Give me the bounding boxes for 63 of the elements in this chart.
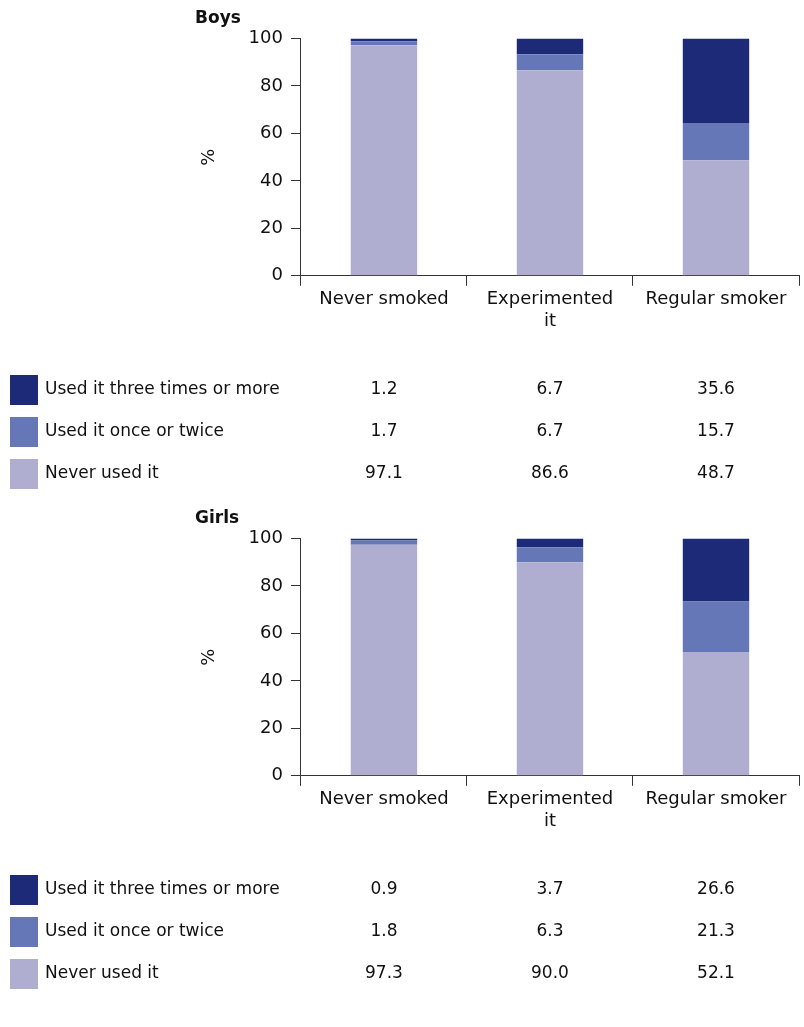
data-label: 3.7 xyxy=(536,878,564,899)
bar xyxy=(516,538,584,548)
data-label: 35.6 xyxy=(697,378,735,399)
legend-label: Used it once or twice xyxy=(45,920,225,941)
data-label: 97.3 xyxy=(365,962,403,983)
legend-label: Used it three times or more xyxy=(45,878,280,899)
data-label: 0.9 xyxy=(370,878,398,899)
y-tick-label: 40 xyxy=(260,668,283,690)
data-label: 1.8 xyxy=(370,920,398,941)
data-label: 90.0 xyxy=(531,962,569,983)
y-tick-label: 100 xyxy=(248,526,283,548)
x-tick-label: Regular smoker xyxy=(645,787,788,809)
y-axis-title: % xyxy=(197,148,219,166)
bar xyxy=(682,601,750,653)
legend-label: Never used it xyxy=(45,462,160,483)
bar xyxy=(516,54,584,71)
x-tick-label: Experimented it xyxy=(486,787,614,830)
bar xyxy=(682,38,750,123)
data-label: 86.6 xyxy=(531,462,569,483)
data-label: 6.7 xyxy=(536,420,564,441)
x-tick-label: Regular smoker xyxy=(645,287,788,309)
data-label: 6.7 xyxy=(536,378,564,399)
legend-label: Used it once or twice xyxy=(45,420,225,441)
bar xyxy=(350,45,418,276)
bar xyxy=(682,652,750,776)
data-label: 26.6 xyxy=(697,878,735,899)
bar xyxy=(350,540,418,545)
data-label: 48.7 xyxy=(697,462,735,483)
data-label: 97.1 xyxy=(365,462,403,483)
y-axis-title: % xyxy=(197,648,219,666)
legend-label: Used it three times or more xyxy=(45,378,280,399)
chart-title: Girls xyxy=(195,506,240,527)
y-tick-label: 60 xyxy=(260,621,283,643)
chart-title: Boys xyxy=(195,6,241,27)
bar xyxy=(516,70,584,276)
legend-label: Never used it xyxy=(45,962,160,983)
data-label: 1.2 xyxy=(370,378,398,399)
bar xyxy=(682,122,750,161)
x-tick-label: Never smoked xyxy=(319,287,449,309)
data-label: 52.1 xyxy=(697,962,735,983)
y-tick-label: 40 xyxy=(260,168,283,190)
data-label: 21.3 xyxy=(697,920,735,941)
y-tick-label: 80 xyxy=(260,73,283,95)
data-label: 15.7 xyxy=(697,420,735,441)
y-tick-label: 100 xyxy=(248,26,283,48)
bar xyxy=(350,41,418,46)
bar xyxy=(516,562,584,776)
bar xyxy=(516,547,584,563)
bar xyxy=(682,538,750,602)
data-label: 6.3 xyxy=(536,920,564,941)
bar xyxy=(350,544,418,776)
y-tick-label: 20 xyxy=(260,715,283,737)
x-tick-label: Never smoked xyxy=(319,787,449,809)
y-tick-label: 20 xyxy=(260,215,283,237)
x-tick-label: Experimented it xyxy=(486,287,614,330)
y-tick-label: 0 xyxy=(271,263,283,285)
y-tick-label: 80 xyxy=(260,573,283,595)
bar xyxy=(516,38,584,55)
y-tick-label: 0 xyxy=(271,763,283,785)
y-tick-label: 60 xyxy=(260,121,283,143)
bar xyxy=(350,538,418,541)
data-label: 1.7 xyxy=(370,420,398,441)
bar xyxy=(682,160,750,276)
